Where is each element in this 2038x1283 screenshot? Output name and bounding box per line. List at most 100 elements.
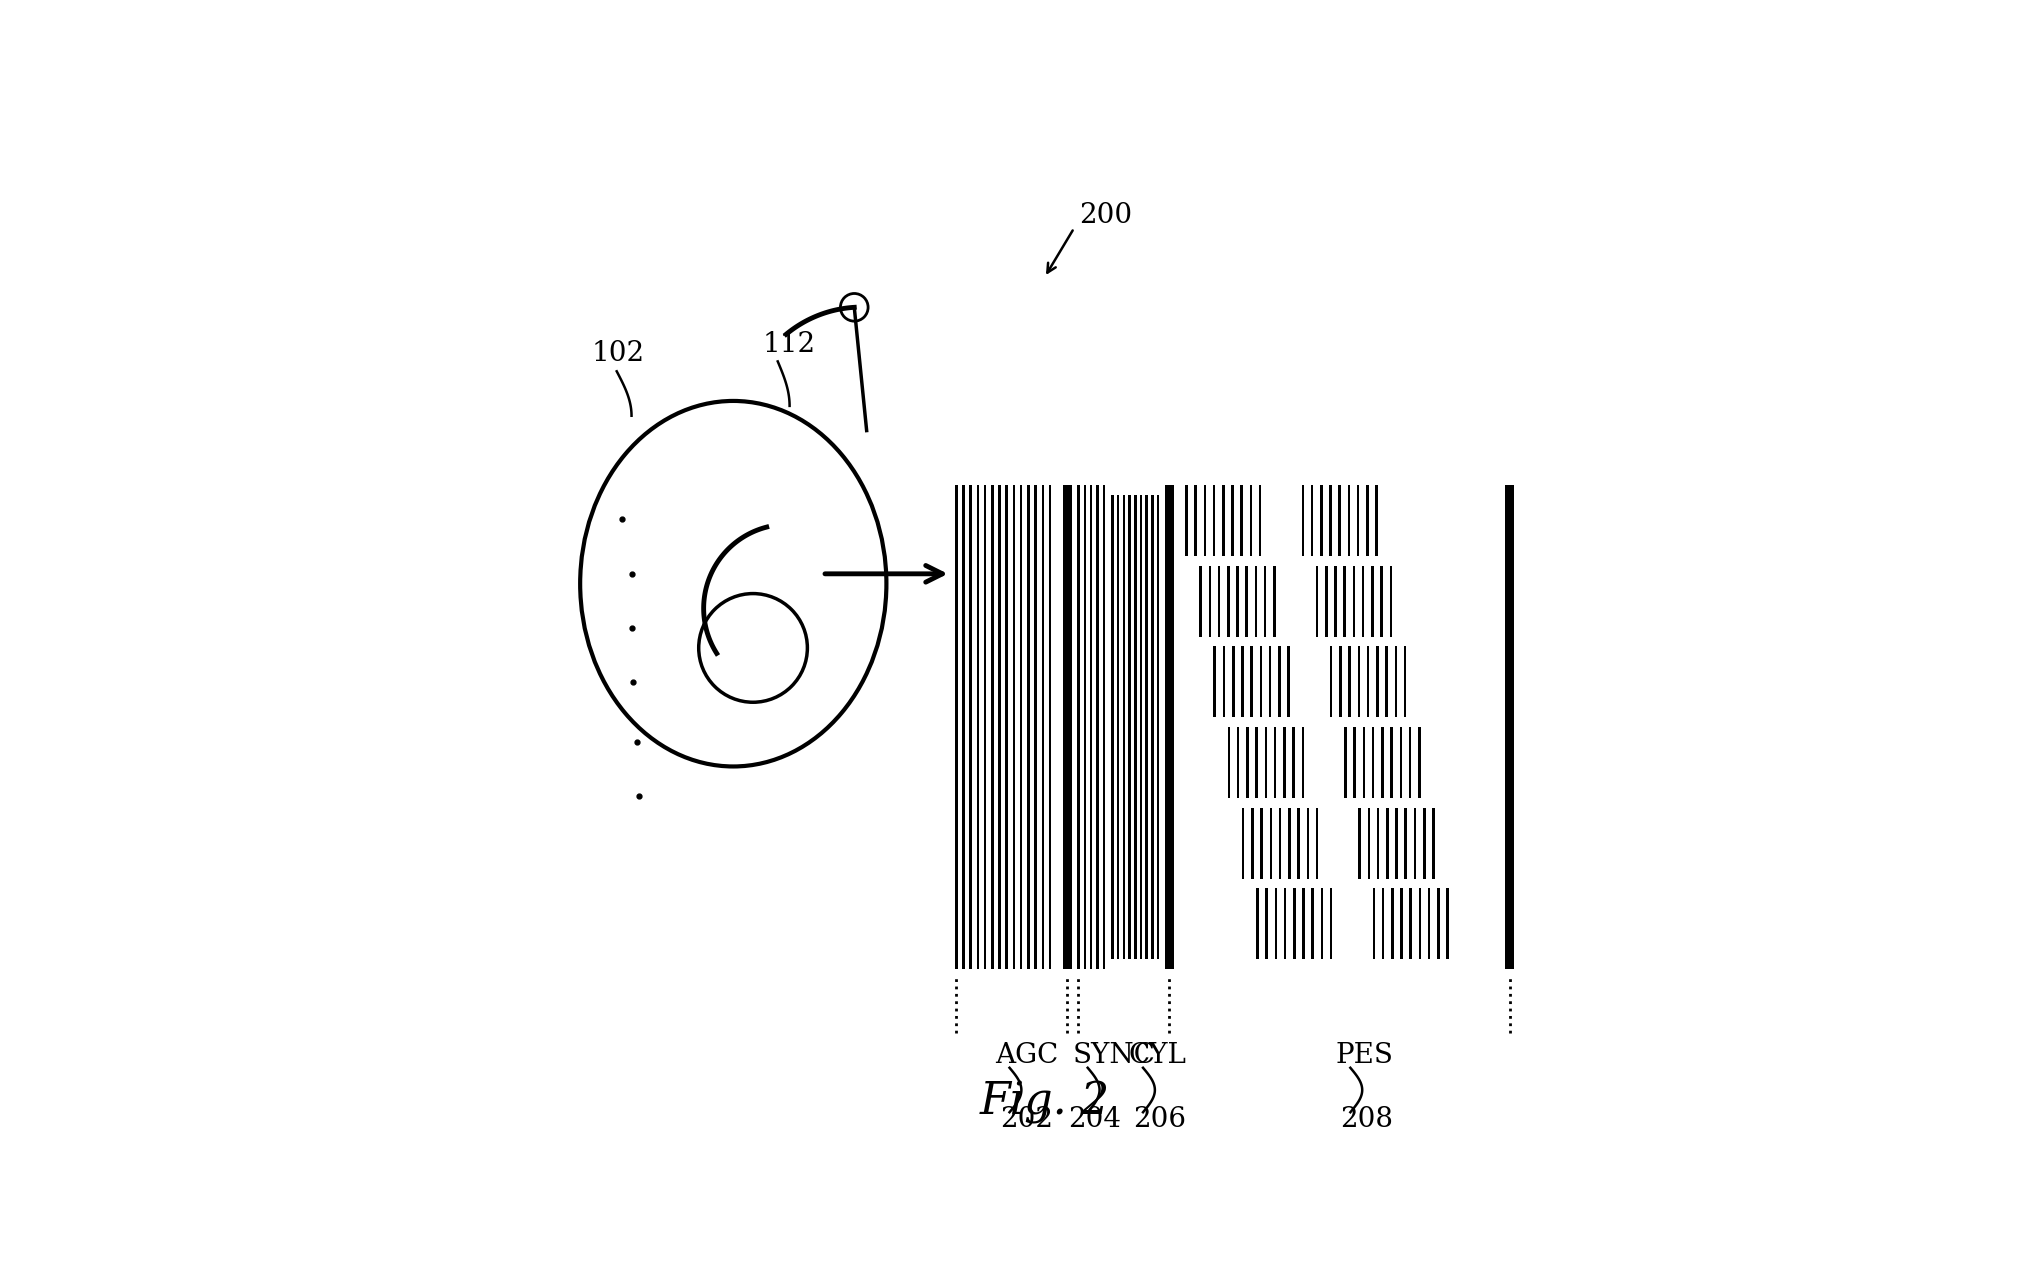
Bar (1353, 566, 1355, 636)
Bar (1027, 485, 1029, 969)
Bar (1213, 647, 1217, 717)
Bar (1400, 727, 1402, 798)
Bar (990, 485, 995, 969)
Text: SYNC: SYNC (1072, 1042, 1156, 1069)
Bar (1013, 485, 1015, 969)
Bar (1041, 485, 1043, 969)
Bar (1361, 566, 1365, 636)
Bar (1288, 807, 1290, 879)
Bar (1284, 727, 1286, 798)
Bar (962, 485, 964, 969)
Bar (1353, 727, 1355, 798)
Bar (1259, 647, 1262, 717)
Text: Fig. 2: Fig. 2 (980, 1080, 1109, 1124)
Bar (1019, 485, 1023, 969)
Bar (999, 485, 1001, 969)
Bar (1050, 485, 1052, 969)
Bar (1231, 647, 1235, 717)
Bar (1306, 807, 1308, 879)
Bar (1302, 888, 1304, 960)
Bar (1367, 807, 1370, 879)
Bar (1382, 727, 1384, 798)
Text: 208: 208 (1341, 1106, 1394, 1133)
Bar (1372, 566, 1374, 636)
Bar (1158, 494, 1160, 960)
Bar (1357, 647, 1359, 717)
Bar (1339, 485, 1341, 556)
Bar (1298, 807, 1300, 879)
Bar (1241, 485, 1243, 556)
Bar (1396, 807, 1398, 879)
Bar (1414, 807, 1416, 879)
Bar (1410, 888, 1412, 960)
Bar (1123, 494, 1125, 960)
Bar (1249, 485, 1251, 556)
Bar (1400, 888, 1402, 960)
Bar (1259, 485, 1262, 556)
Bar (1145, 494, 1147, 960)
Bar (1386, 807, 1388, 879)
Text: 102: 102 (591, 340, 646, 367)
Text: 112: 112 (762, 331, 815, 358)
Bar (1418, 888, 1420, 960)
Bar (1357, 485, 1359, 556)
Bar (1349, 647, 1351, 717)
Bar (1231, 485, 1233, 556)
Bar (1382, 888, 1384, 960)
Bar (1317, 807, 1319, 879)
Bar (1447, 888, 1449, 960)
Bar (1284, 888, 1286, 960)
Bar (1223, 647, 1225, 717)
Bar (1363, 727, 1365, 798)
Bar (1078, 485, 1080, 969)
Bar (1270, 807, 1272, 879)
Bar (1404, 647, 1406, 717)
Bar (1166, 485, 1174, 969)
Bar (1227, 727, 1231, 798)
Bar (1321, 485, 1323, 556)
Bar (1204, 485, 1206, 556)
Bar (1117, 494, 1119, 960)
Bar (1347, 485, 1351, 556)
Bar (1266, 727, 1268, 798)
Bar (1378, 807, 1380, 879)
Bar (1345, 727, 1347, 798)
Bar (1433, 807, 1435, 879)
Bar (1251, 807, 1253, 879)
Bar (1331, 888, 1333, 960)
Bar (1278, 807, 1282, 879)
Text: CYL: CYL (1129, 1042, 1186, 1069)
Bar (1386, 647, 1388, 717)
Bar (1251, 647, 1253, 717)
Bar (1237, 566, 1239, 636)
Bar (1504, 485, 1514, 969)
Bar (1139, 494, 1141, 960)
Bar (1278, 647, 1280, 717)
Bar (1331, 647, 1333, 717)
Bar (1198, 566, 1202, 636)
Bar (976, 485, 978, 969)
Bar (1423, 807, 1425, 879)
Bar (1274, 566, 1276, 636)
Bar (1329, 485, 1331, 556)
Bar (1392, 888, 1394, 960)
Bar (1111, 494, 1115, 960)
Bar (1288, 647, 1290, 717)
Bar (1429, 888, 1431, 960)
Bar (1090, 485, 1092, 969)
Bar (1219, 566, 1221, 636)
Text: AGC: AGC (995, 1042, 1058, 1069)
Bar (1223, 485, 1225, 556)
Bar (1394, 647, 1398, 717)
Bar (1418, 727, 1420, 798)
Bar (1096, 485, 1098, 969)
Bar (1194, 485, 1196, 556)
Circle shape (840, 294, 868, 321)
Bar (956, 485, 958, 969)
Bar (1227, 566, 1229, 636)
Bar (1390, 727, 1392, 798)
Bar (1259, 807, 1264, 879)
Bar (1325, 566, 1327, 636)
Bar (1376, 647, 1378, 717)
Bar (1372, 888, 1376, 960)
